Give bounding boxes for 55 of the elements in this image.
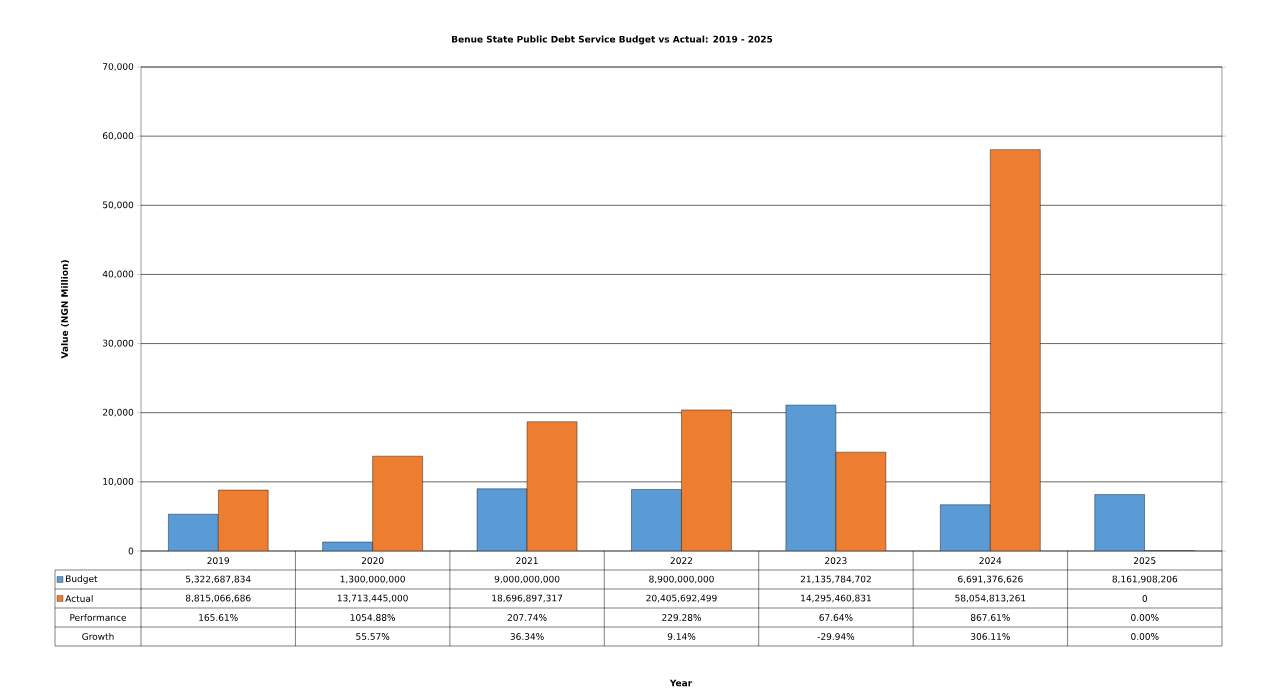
x-tick-label: 2025 <box>1133 557 1156 564</box>
y-tick-label: 60,000 <box>102 132 134 141</box>
text: 0 <box>1142 595 1148 602</box>
x-tick-label: 2024 <box>979 557 1002 564</box>
y-tick-label: 10,000 <box>103 477 134 486</box>
legend-label: Actual <box>65 595 93 602</box>
text: 8,900,000,000 <box>649 575 714 584</box>
bar <box>835 451 887 551</box>
text: 67.64% <box>819 614 853 621</box>
text: 165.61% <box>199 614 238 621</box>
x-tick-label: 2022 <box>670 557 693 564</box>
text: 18,696,897,317 <box>492 594 563 603</box>
x-tick-label: 2019 <box>207 557 230 564</box>
text: 306.11% <box>971 633 1010 640</box>
text: Performance <box>70 614 127 621</box>
bar <box>372 455 423 551</box>
y-tick-label: 70,000 <box>103 63 134 71</box>
bar <box>990 149 1041 551</box>
x-tick-label: 2023 <box>825 557 847 564</box>
bar <box>681 409 732 551</box>
text: 229.28% <box>662 614 702 621</box>
text: 9.14% <box>667 633 696 640</box>
text: -29.94% <box>817 633 855 640</box>
text: 8,161,908,206 <box>1112 575 1178 584</box>
text: 0.00% <box>1131 633 1159 640</box>
y-tick-label: 30,000 <box>103 339 134 348</box>
y-tick-label: 40,000 <box>102 270 134 279</box>
text: Growth <box>82 633 114 640</box>
text: 8,815,066,686 <box>185 594 251 603</box>
y-tick-label: 20,000 <box>102 408 134 417</box>
legend-label: Budget <box>66 575 98 584</box>
text: 36.34% <box>510 633 544 640</box>
text: 21,135,784,702 <box>800 575 871 584</box>
text: 5,322,687,834 <box>185 575 251 584</box>
x-tick-label: 2021 <box>516 557 538 564</box>
text: 14,295,460,831 <box>801 594 871 603</box>
text: 9,000,000,000 <box>494 575 560 584</box>
y-axis-title: Value (NGN Million) <box>60 260 70 359</box>
x-tick-label: 2020 <box>361 557 384 564</box>
text: 13,713,445,000 <box>337 594 408 603</box>
text: 55.57% <box>356 633 390 640</box>
text: 20,405,692,499 <box>646 594 717 603</box>
y-tick-label: 50,000 <box>103 201 134 210</box>
text: 207.74% <box>507 614 547 621</box>
text: 867.61% <box>970 614 1010 621</box>
text: 1,300,000,000 <box>340 575 405 584</box>
text: 1054.88% <box>350 614 396 621</box>
y-tick-label: 0 <box>128 547 134 555</box>
text: 58,054,813,261 <box>955 594 1026 603</box>
chart-title: Benue State Public Debt Service Budget vs Actual: 2019 - 2025 <box>452 35 773 45</box>
text: 0.00% <box>1131 614 1159 621</box>
bar <box>526 421 578 551</box>
text: 6,691,376,626 <box>958 575 1023 584</box>
bar <box>218 489 269 551</box>
text: Year <box>669 679 693 687</box>
